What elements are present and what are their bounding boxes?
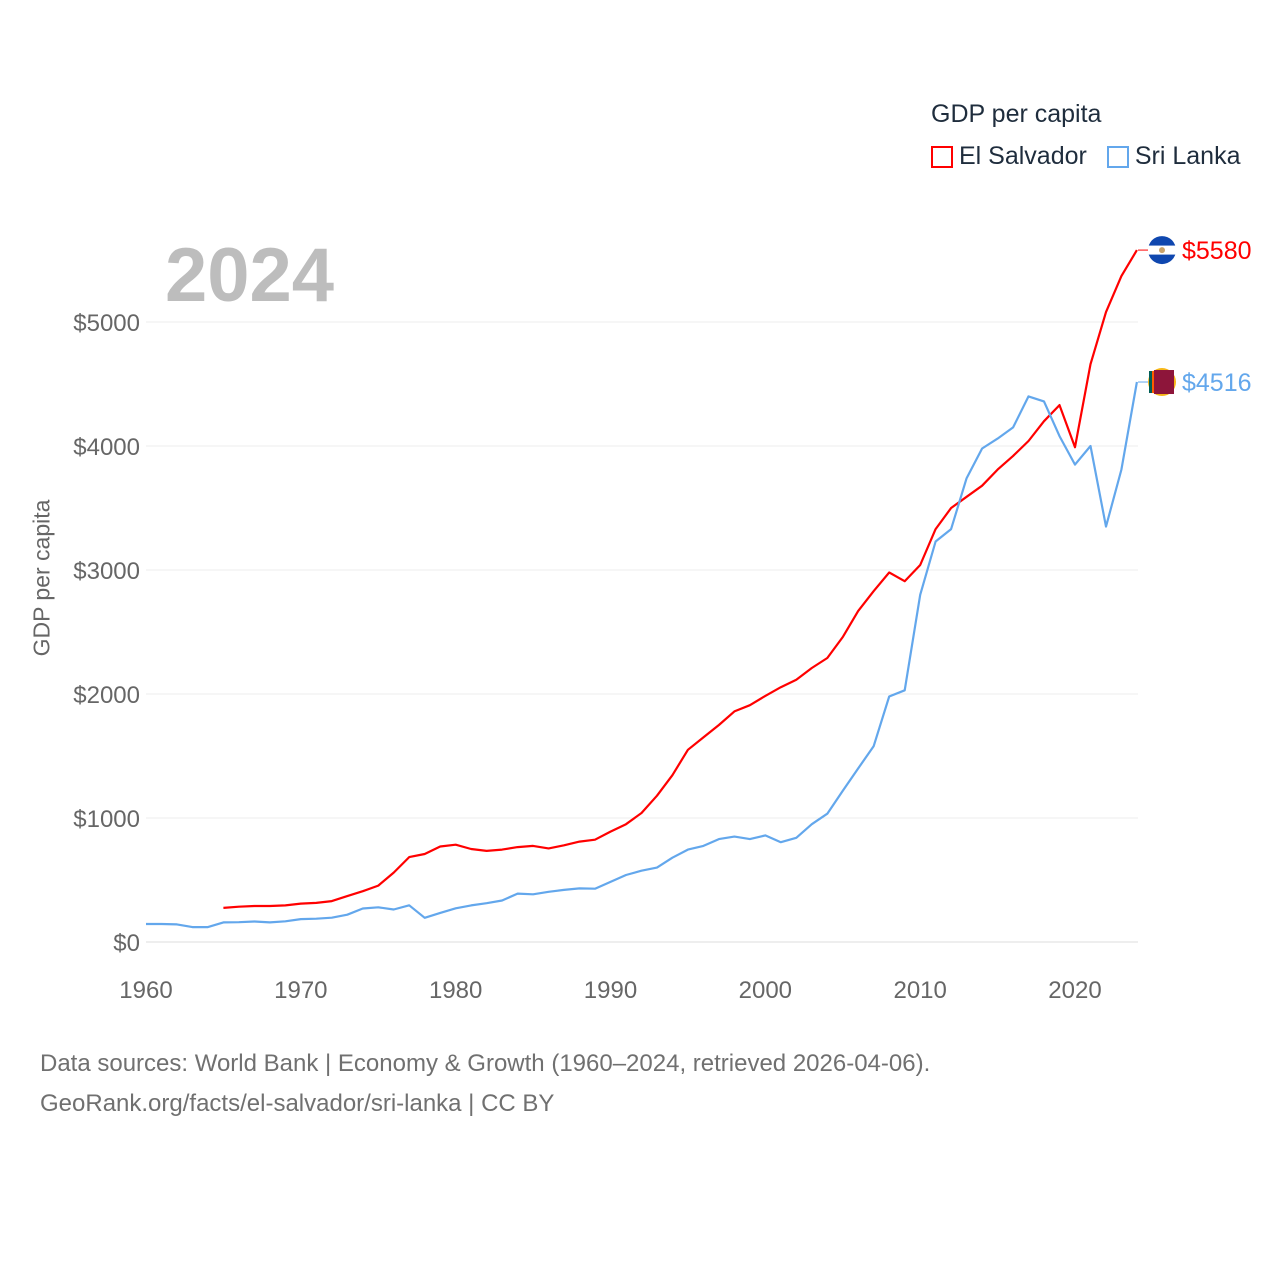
legend-swatch-sri-lanka bbox=[1106, 145, 1129, 168]
flag-stripe-orange bbox=[1152, 371, 1154, 394]
legend: El Salvador Sri Lanka bbox=[931, 142, 1240, 171]
x-tick-label: 1980 bbox=[429, 977, 482, 1004]
legend-item-sri-lanka[interactable]: Sri Lanka bbox=[1106, 142, 1241, 171]
x-tick-label: 1990 bbox=[584, 977, 637, 1004]
y-tick-label: $3000 bbox=[73, 558, 140, 585]
y-tick-label: $2000 bbox=[73, 682, 140, 709]
flag-stripe-green bbox=[1149, 371, 1152, 394]
y-tick-label: $0 bbox=[113, 930, 140, 957]
x-tick-label: 1970 bbox=[274, 977, 327, 1004]
x-tick-label: 2000 bbox=[739, 977, 792, 1004]
flag-emblem bbox=[1159, 247, 1165, 254]
end-value-label: $4516 bbox=[1182, 369, 1252, 397]
y-axis-label: GDP per capita bbox=[28, 499, 55, 657]
legend-swatch-el-salvador bbox=[931, 145, 953, 168]
end-value-label: $5580 bbox=[1182, 237, 1252, 265]
attribution-link[interactable]: GeoRank.org/facts/el-salvador/sri-lanka … bbox=[40, 1090, 555, 1117]
x-tick-label: 1960 bbox=[119, 977, 172, 1004]
legend-label: El Salvador bbox=[959, 142, 1087, 170]
x-tick-label: 2020 bbox=[1048, 977, 1101, 1004]
x-tick-label: 2010 bbox=[893, 977, 946, 1004]
legend-label: Sri Lanka bbox=[1134, 142, 1241, 170]
y-tick-label: $4000 bbox=[73, 434, 140, 461]
y-tick-label: $5000 bbox=[73, 310, 140, 337]
y-tick-label: $1000 bbox=[73, 806, 140, 833]
legend-title: GDP per capita bbox=[931, 100, 1102, 128]
series-line-sri-lanka bbox=[146, 381, 1138, 929]
year-label: 2024 bbox=[165, 233, 335, 318]
footer: Data sources: World Bank | Economy & Gro… bbox=[40, 1044, 930, 1124]
legend-item-el-salvador[interactable]: El Salvador bbox=[931, 142, 1087, 171]
source-text: Data sources: World Bank | Economy & Gro… bbox=[40, 1050, 931, 1077]
flag-field bbox=[1154, 370, 1174, 395]
series-line-el-salvador bbox=[223, 249, 1138, 909]
